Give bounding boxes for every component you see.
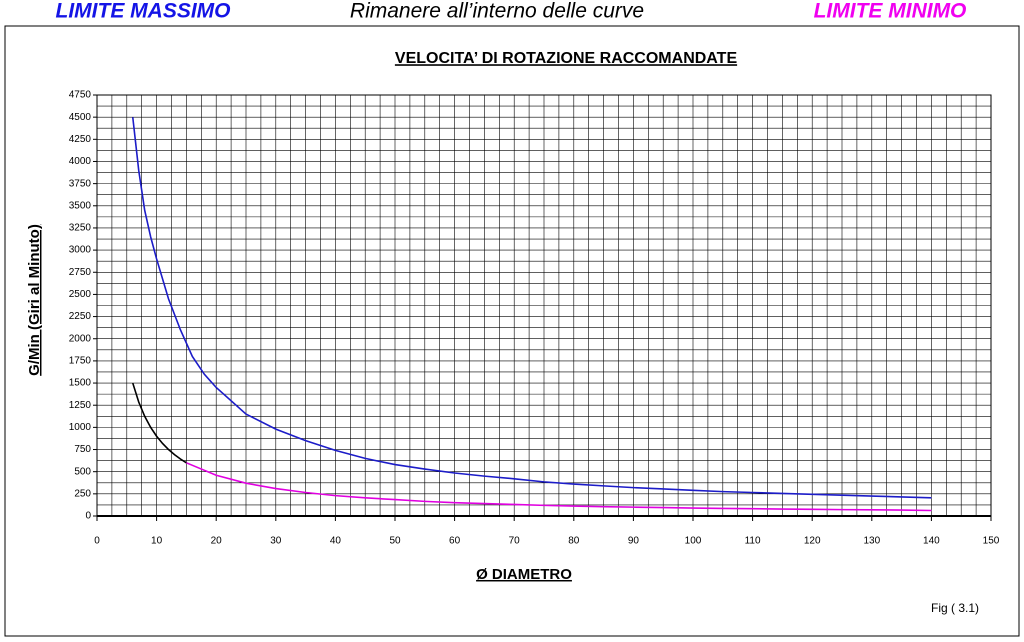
y-tick-label: 3250: [69, 223, 92, 234]
legend-max: LIMITE MASSIMO: [56, 0, 231, 23]
series-line: [131, 117, 932, 499]
x-tick-label: 150: [983, 536, 1000, 547]
x-tick-label: 20: [211, 536, 223, 547]
x-tick-label: 40: [330, 536, 342, 547]
x-tick-label: 80: [568, 536, 580, 547]
y-tick-label: 4750: [69, 90, 92, 101]
y-tick-label: 2250: [69, 311, 92, 322]
y-tick-label: 500: [74, 466, 91, 477]
chart-title: VELOCITA’ DI ROTAZIONE RACCOMANDATE: [395, 50, 738, 67]
y-tick-label: 4000: [69, 156, 92, 167]
y-tick-label: 4250: [69, 134, 92, 145]
y-tick-label: 0: [85, 511, 91, 522]
y-tick-label: 250: [74, 488, 91, 499]
figure-note: Fig ( 3.1): [931, 601, 979, 615]
y-tick-label: 1750: [69, 356, 92, 367]
x-axis-label: Ø DIAMETRO: [476, 566, 572, 583]
x-tick-label: 0: [94, 536, 100, 547]
x-tick-label: 50: [389, 536, 401, 547]
y-tick-label: 4500: [69, 112, 92, 123]
y-tick-label: 3750: [69, 178, 92, 189]
x-tick-label: 90: [628, 536, 640, 547]
y-tick-label: 2750: [69, 267, 92, 278]
x-tick-label: 140: [923, 536, 940, 547]
y-tick-label: 750: [74, 444, 91, 455]
legend-min: LIMITE MINIMO: [814, 0, 967, 23]
y-tick-label: 3500: [69, 200, 92, 211]
x-tick-label: 70: [509, 536, 521, 547]
x-tick-label: 100: [685, 536, 702, 547]
frame: [4, 25, 1020, 637]
y-axis-label: G/Min (Giri al Minuto): [26, 224, 43, 376]
x-tick-label: 60: [449, 536, 461, 547]
subtitle: Rimanere all’interno delle curve: [350, 0, 644, 23]
y-tick-label: 3000: [69, 245, 92, 256]
series-line: [186, 462, 932, 512]
y-tick-label: 1000: [69, 422, 92, 433]
x-tick-label: 120: [804, 536, 821, 547]
y-tick-label: 2000: [69, 333, 92, 344]
x-tick-label: 110: [745, 536, 761, 547]
x-tick-label: 130: [863, 536, 880, 547]
series-line: [131, 382, 187, 464]
x-tick-label: 30: [270, 536, 282, 547]
y-tick-label: 1500: [69, 378, 92, 389]
y-tick-label: 1250: [69, 400, 92, 411]
x-tick-label: 10: [151, 536, 163, 547]
y-tick-label: 2500: [69, 289, 92, 300]
